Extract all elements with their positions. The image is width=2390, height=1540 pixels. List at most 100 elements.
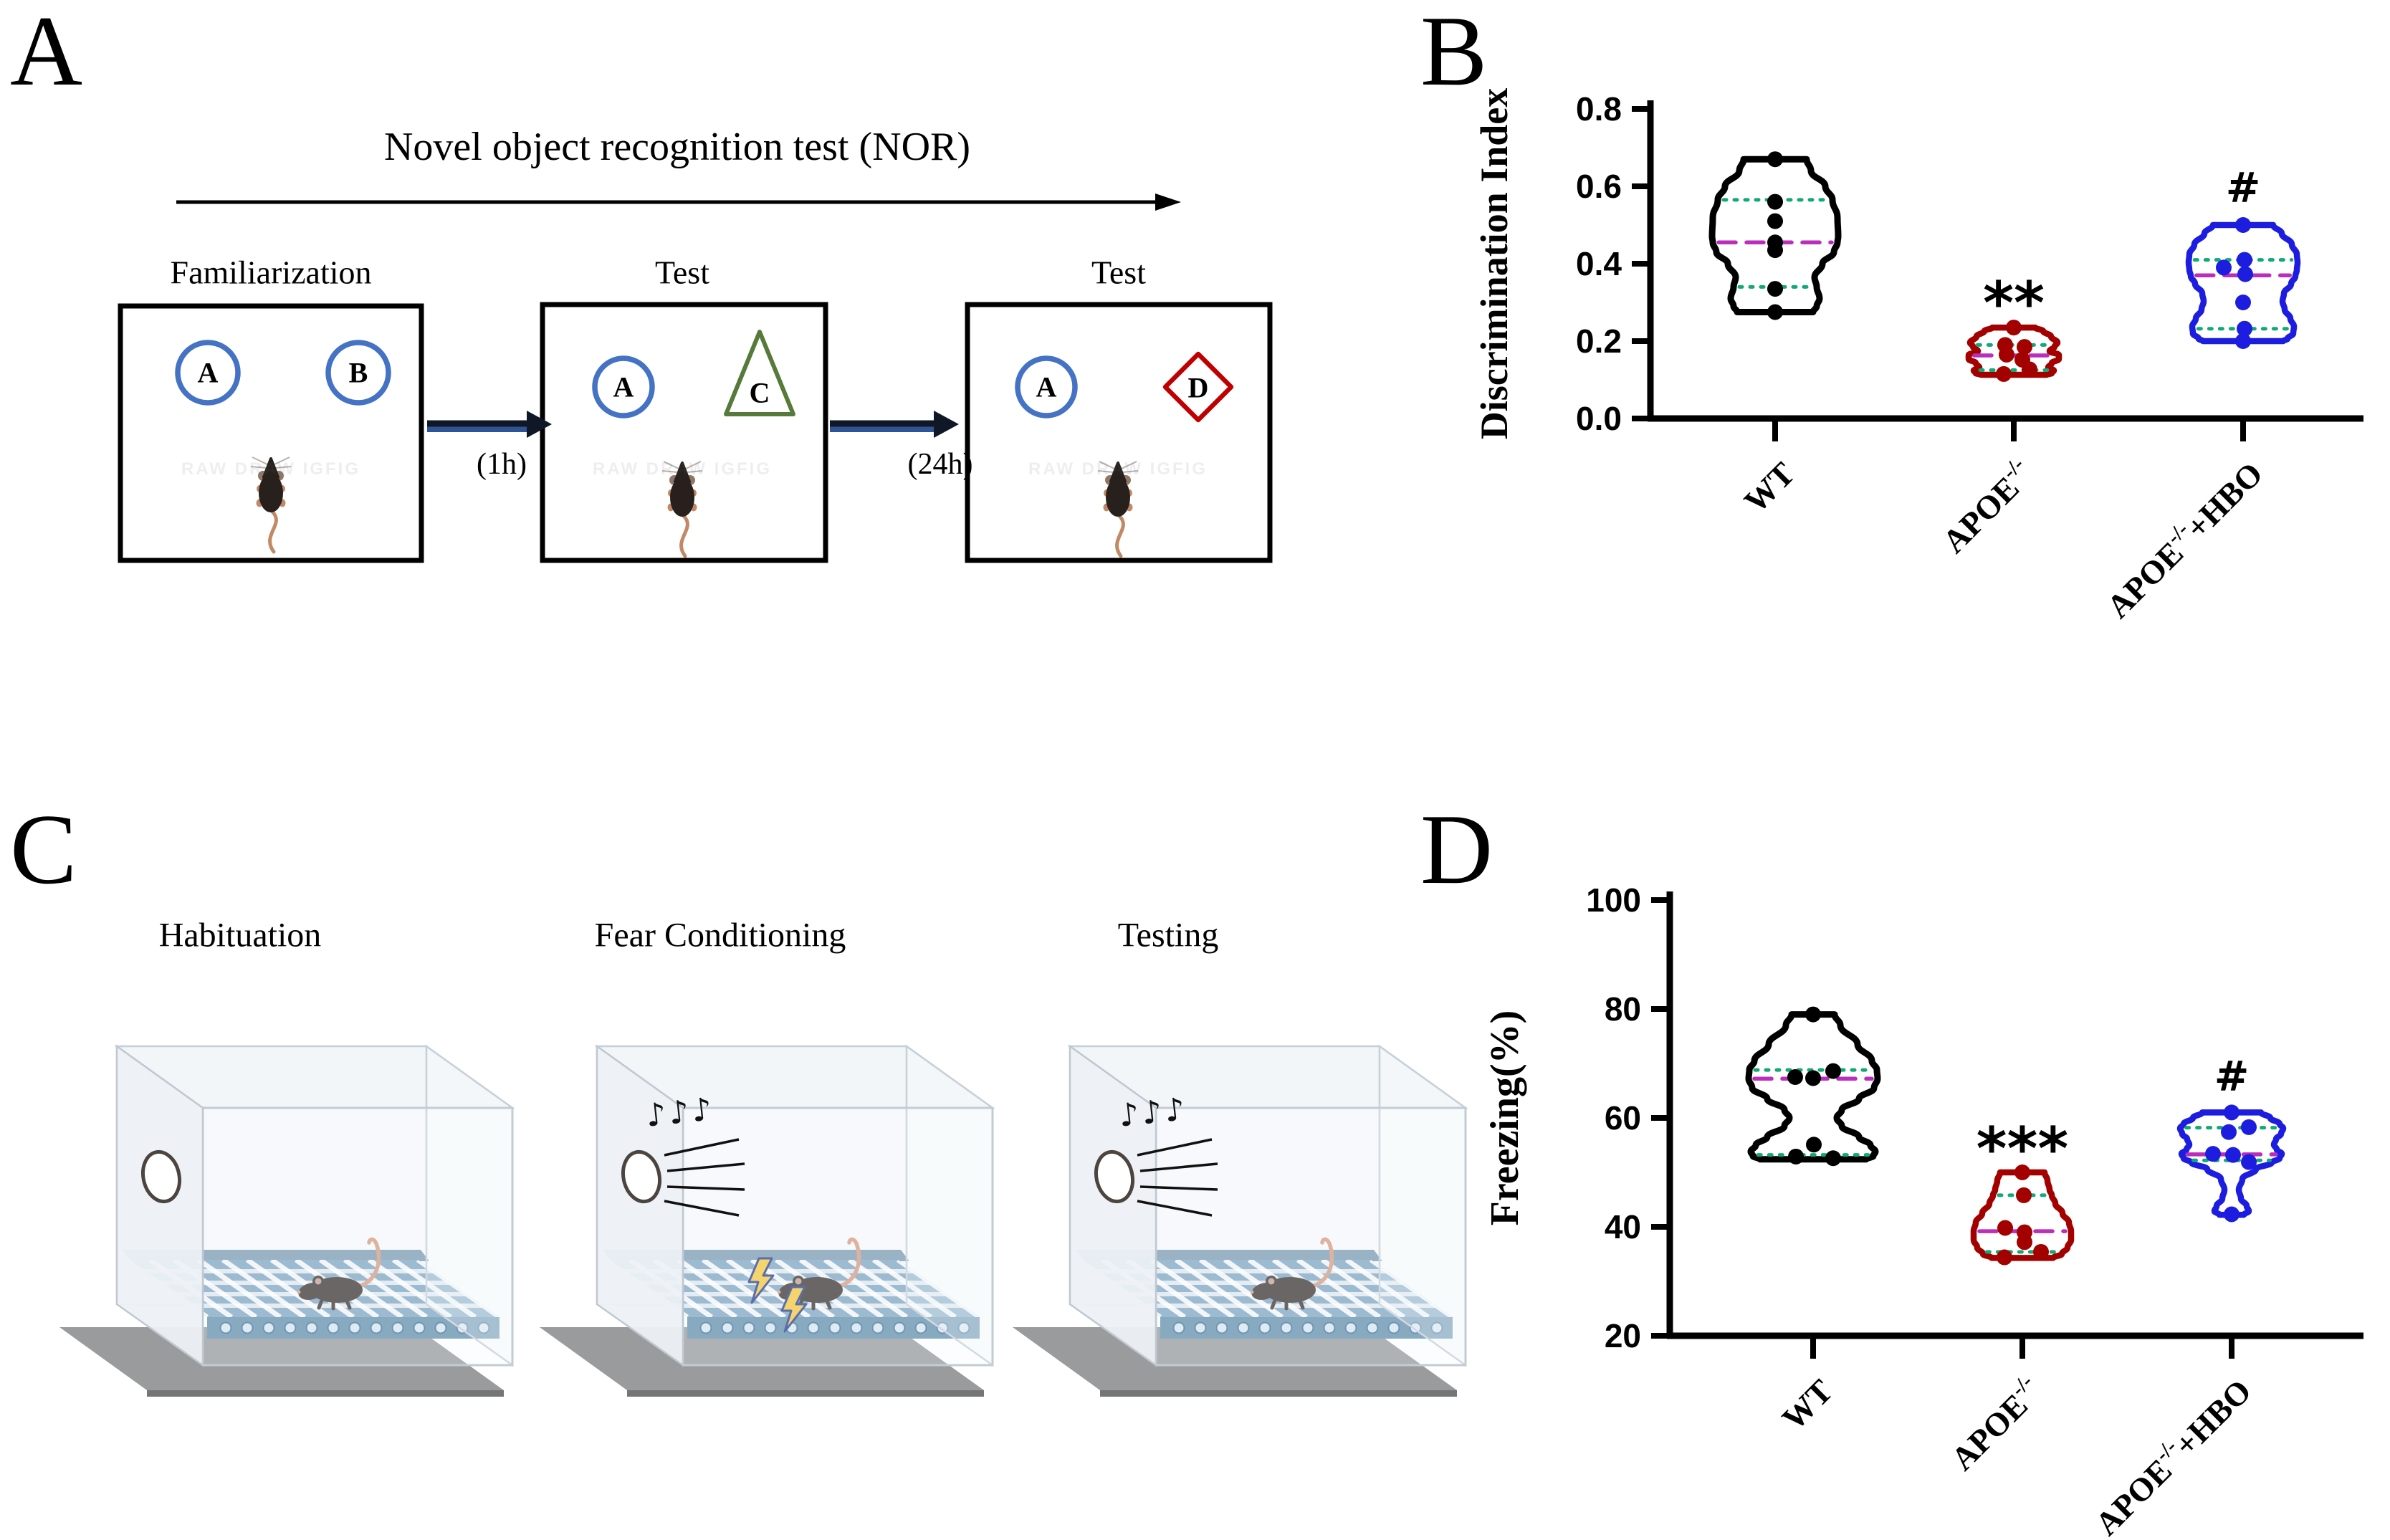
data-point: [1767, 193, 1783, 210]
stage-label-familiarization: Familiarization: [170, 254, 372, 291]
data-point: [1788, 1148, 1804, 1164]
violin-APOE-/-+HBO: [2185, 217, 2301, 349]
y-tick-label: 0.2: [1576, 322, 1622, 360]
data-point: [2237, 320, 2252, 337]
data-point: [2235, 295, 2251, 310]
y-tick-label: 40: [1605, 1208, 1641, 1245]
significance-apoe-panel-b: **: [1983, 269, 2045, 338]
data-point: [2221, 1124, 2237, 1140]
data-point: [2016, 1187, 2032, 1203]
data-point: [2241, 1119, 2257, 1135]
violin-APOE-/-: [1965, 320, 2062, 382]
data-point: [2216, 259, 2232, 276]
music-notes-icon: ♪♪♪: [1117, 1091, 1190, 1134]
watermark: RAW DRAW IGFIG: [181, 459, 360, 479]
speaker-icon: [1094, 1149, 1135, 1204]
data-point: [1997, 1249, 2012, 1266]
interval-label-24h: (24h): [907, 448, 973, 481]
chamber-label-fear-conditioning: Fear Conditioning: [594, 916, 846, 955]
mouse-side-icon: [297, 1237, 381, 1311]
y-tick-label: 20: [1605, 1317, 1641, 1354]
data-point: [1805, 1070, 1821, 1086]
data-point: [1767, 213, 1783, 229]
y-tick-label: 0.4: [1576, 245, 1622, 282]
grid-floor: [125, 1260, 499, 1317]
object-letter-a1: A: [197, 356, 219, 389]
panel-a-label: A: [10, 0, 83, 107]
object-letter-a2: A: [613, 370, 634, 403]
data-point: [2237, 252, 2252, 268]
watermark: RAW DRAW IGFIG: [1028, 459, 1208, 479]
conditioning-chamber: [59, 1044, 515, 1397]
speaker-icon: [140, 1149, 182, 1204]
mouse-top-icon: [661, 461, 703, 558]
panel-b-label: B: [1420, 0, 1488, 107]
mouse-top-icon: [250, 456, 292, 554]
data-point: [1806, 1137, 1822, 1153]
nor-title: Novel object recognition test (NOR): [383, 125, 971, 169]
violin-WT: [1708, 151, 1842, 320]
data-point: [1805, 1006, 1821, 1023]
data-point: [1767, 304, 1783, 320]
data-point: [2224, 1206, 2240, 1223]
group-label: APOE-/-+HBO: [2085, 1369, 2258, 1540]
y-tick-label: 80: [1605, 990, 1641, 1028]
mouse-side-icon: [1250, 1237, 1334, 1311]
shock-bolt-icon: [780, 1286, 808, 1333]
data-point: [1787, 1069, 1803, 1085]
data-point: [1825, 1150, 1841, 1167]
data-point: [2235, 217, 2251, 233]
y-tick-label: 0.6: [1576, 168, 1622, 205]
object-letter-b: B: [348, 356, 368, 389]
speaker-icon: [621, 1149, 662, 1204]
y-axis-label-discrimination-index: Discrimination Index: [1473, 87, 1516, 440]
group-label: WT: [1775, 1372, 1840, 1437]
chamber-label-habituation: Habituation: [158, 916, 322, 955]
object-letter-d: D: [1187, 371, 1209, 404]
stage-label-test-1h: Test: [655, 254, 709, 291]
data-point: [1767, 242, 1783, 259]
data-point: [2237, 266, 2253, 282]
violin-chart-panel-d: 20 40 60 80 100 WT APOE-/- APOE-/-+HBO: [1586, 881, 2363, 1540]
data-point: [2033, 1243, 2049, 1260]
shock-bolt-icon: [747, 1257, 775, 1304]
data-point: [2017, 1234, 2032, 1250]
data-point: [1997, 1220, 2013, 1236]
data-point: [1767, 151, 1783, 168]
significance-apoe-panel-d: ***: [1976, 1115, 2069, 1184]
data-point: [1996, 365, 2012, 382]
data-point: [2014, 1164, 2030, 1180]
chamber-label-testing: Testing: [1117, 916, 1219, 955]
violin-APOE-/-: [1970, 1164, 2075, 1266]
conditioning-chamber: ♪♪♪: [540, 1044, 995, 1397]
music-notes-icon: ♪♪♪: [644, 1091, 717, 1134]
data-point: [2225, 1147, 2241, 1163]
group-label: APOE-/-: [1941, 1369, 2049, 1477]
data-point: [1825, 1063, 1841, 1079]
y-tick-label: 0.8: [1576, 90, 1622, 128]
panel-c-label: C: [10, 794, 77, 905]
data-point: [2017, 339, 2032, 355]
object-letter-c: C: [749, 376, 770, 409]
interval-label-1h: (1h): [477, 448, 527, 481]
mouse-top-icon: [1097, 461, 1139, 558]
panel-d-label: D: [1420, 794, 1493, 905]
data-point: [2241, 1154, 2257, 1170]
violin-APOE-/-+HBO: [2176, 1104, 2287, 1223]
data-point: [2022, 361, 2037, 378]
object-letter-a3: A: [1036, 370, 1057, 403]
group-label: APOE-/-: [1933, 452, 2040, 560]
watermark: RAW DRAW IGFIG: [593, 459, 772, 479]
significance-hbo-panel-d: #: [2214, 1052, 2250, 1101]
y-tick-label: 60: [1605, 1099, 1641, 1137]
conditioning-chamber: ♪♪♪: [1013, 1044, 1468, 1397]
significance-hbo-panel-b: #: [2225, 163, 2261, 212]
y-tick-label: 0.0: [1576, 400, 1622, 437]
data-point: [1767, 281, 1783, 297]
data-point: [2205, 1146, 2221, 1162]
panel-a-diagram: [118, 193, 1273, 563]
y-tick-label: 100: [1586, 881, 1641, 919]
data-point: [2224, 1104, 2240, 1121]
group-label: WT: [1737, 455, 1802, 520]
